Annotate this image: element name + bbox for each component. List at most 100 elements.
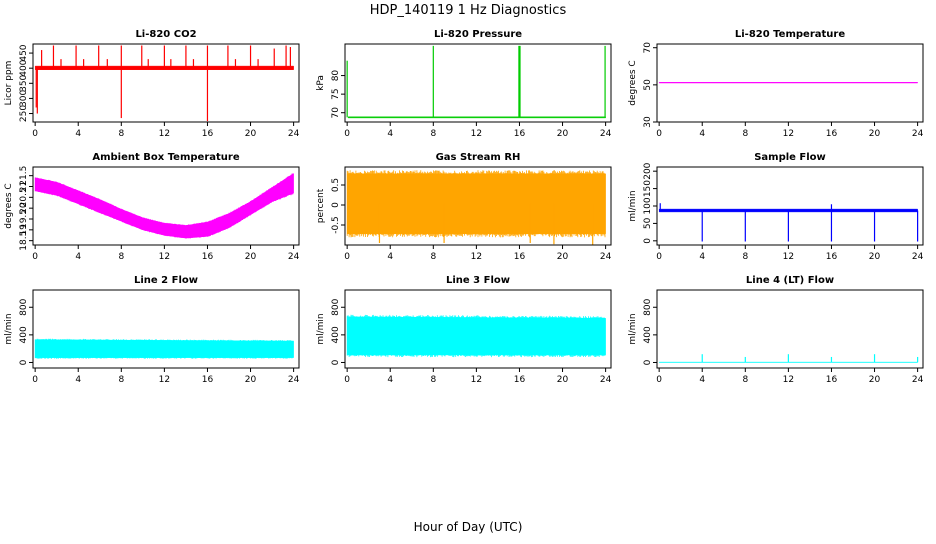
x-tick-label: 8 <box>742 252 748 262</box>
x-tick-label: 16 <box>826 129 838 139</box>
y-tick-label: 400 <box>643 326 653 343</box>
panel-title: Line 3 Flow <box>446 275 510 286</box>
x-tick-label: 20 <box>245 129 257 139</box>
y-axis-label: percent <box>316 188 326 223</box>
y-tick-label: 450 <box>19 44 29 61</box>
x-tick-label: 0 <box>32 252 38 262</box>
x-tick-label: 12 <box>783 375 794 385</box>
x-tick-label: 20 <box>557 129 569 139</box>
x-tick-label: 12 <box>783 129 794 139</box>
x-tick-label: 16 <box>514 252 526 262</box>
y-axis-label: Licor ppm <box>4 61 14 106</box>
y-tick-label: 400 <box>331 326 341 343</box>
x-tick-label: 16 <box>826 252 838 262</box>
x-tick-label: 16 <box>202 375 214 385</box>
x-tick-label: 8 <box>118 375 124 385</box>
y-tick-label: 800 <box>643 298 653 315</box>
x-tick-label: 4 <box>699 252 705 262</box>
y-axis-label: ml/min <box>316 313 326 344</box>
x-tick-label: 8 <box>742 375 748 385</box>
x-tick-label: 12 <box>783 252 794 262</box>
x-tick-label: 4 <box>75 375 81 385</box>
x-tick-label: 24 <box>600 252 612 262</box>
figure-x-axis-label: Hour of Day (UTC) <box>414 520 523 534</box>
plot-frame <box>345 44 611 122</box>
plot-frame <box>657 167 923 245</box>
y-axis-label: kPa <box>316 75 326 91</box>
y-tick-label: 70 <box>643 42 653 54</box>
x-tick-label: 8 <box>430 252 436 262</box>
y-tick-label: 0 <box>331 359 341 365</box>
panel-title: Li-820 CO2 <box>135 29 196 40</box>
y-axis-label: ml/min <box>4 313 14 344</box>
x-tick-label: 20 <box>869 129 881 139</box>
panel-title: Gas Stream RH <box>436 152 521 163</box>
x-tick-label: 4 <box>387 129 393 139</box>
y-tick-label: 100 <box>643 197 653 214</box>
y-tick-label: 50 <box>643 217 653 229</box>
x-tick-label: 8 <box>118 129 124 139</box>
y-tick-label: 0 <box>19 359 29 365</box>
data-noise <box>35 339 293 359</box>
x-tick-label: 4 <box>75 252 81 262</box>
panel-title: Line 2 Flow <box>134 275 198 286</box>
x-tick-label: 4 <box>75 129 81 139</box>
x-tick-label: 20 <box>869 252 881 262</box>
x-tick-label: 8 <box>430 375 436 385</box>
y-tick-label: 800 <box>19 298 29 315</box>
x-tick-label: 4 <box>387 375 393 385</box>
plot-frame <box>657 290 923 368</box>
y-tick-label: 70 <box>331 107 341 119</box>
y-tick-label: 75 <box>331 88 341 99</box>
y-tick-label: 200 <box>643 162 653 179</box>
x-tick-label: 0 <box>32 129 38 139</box>
x-tick-label: 16 <box>202 252 214 262</box>
x-tick-label: 24 <box>288 252 300 262</box>
y-tick-label: 80 <box>331 70 341 82</box>
data-noise <box>347 170 605 237</box>
y-tick-label: 400 <box>19 326 29 343</box>
y-tick-label: 30 <box>643 116 653 128</box>
x-tick-label: 0 <box>656 375 662 385</box>
x-tick-label: 0 <box>344 252 350 262</box>
x-tick-label: 24 <box>288 129 300 139</box>
y-tick-label: 150 <box>643 180 653 197</box>
x-tick-label: 24 <box>288 375 300 385</box>
x-tick-label: 4 <box>387 252 393 262</box>
x-tick-label: 16 <box>826 375 838 385</box>
x-tick-label: 0 <box>32 375 38 385</box>
y-tick-label: -0.5 <box>331 216 341 234</box>
x-tick-label: 12 <box>159 252 170 262</box>
y-tick-label: 0 <box>331 202 341 208</box>
y-axis-label: ml/min <box>628 313 638 344</box>
y-axis-label: degrees C <box>4 183 14 228</box>
x-tick-label: 24 <box>600 129 612 139</box>
x-tick-label: 8 <box>742 129 748 139</box>
x-tick-label: 24 <box>912 375 924 385</box>
x-tick-label: 16 <box>514 375 526 385</box>
x-tick-label: 20 <box>869 375 881 385</box>
x-tick-label: 20 <box>245 252 257 262</box>
y-axis-label: degrees C <box>628 60 638 105</box>
x-tick-label: 8 <box>430 129 436 139</box>
x-tick-label: 20 <box>245 375 257 385</box>
x-tick-label: 8 <box>118 252 124 262</box>
x-tick-label: 24 <box>912 252 924 262</box>
x-tick-label: 0 <box>656 129 662 139</box>
x-tick-label: 12 <box>471 375 482 385</box>
y-tick-label: 50 <box>643 79 653 91</box>
x-tick-label: 0 <box>344 375 350 385</box>
x-tick-label: 4 <box>699 375 705 385</box>
panel-title: Ambient Box Temperature <box>92 152 239 163</box>
plot-frame <box>33 44 299 122</box>
y-tick-label: 0 <box>643 238 653 244</box>
x-tick-label: 0 <box>344 129 350 139</box>
